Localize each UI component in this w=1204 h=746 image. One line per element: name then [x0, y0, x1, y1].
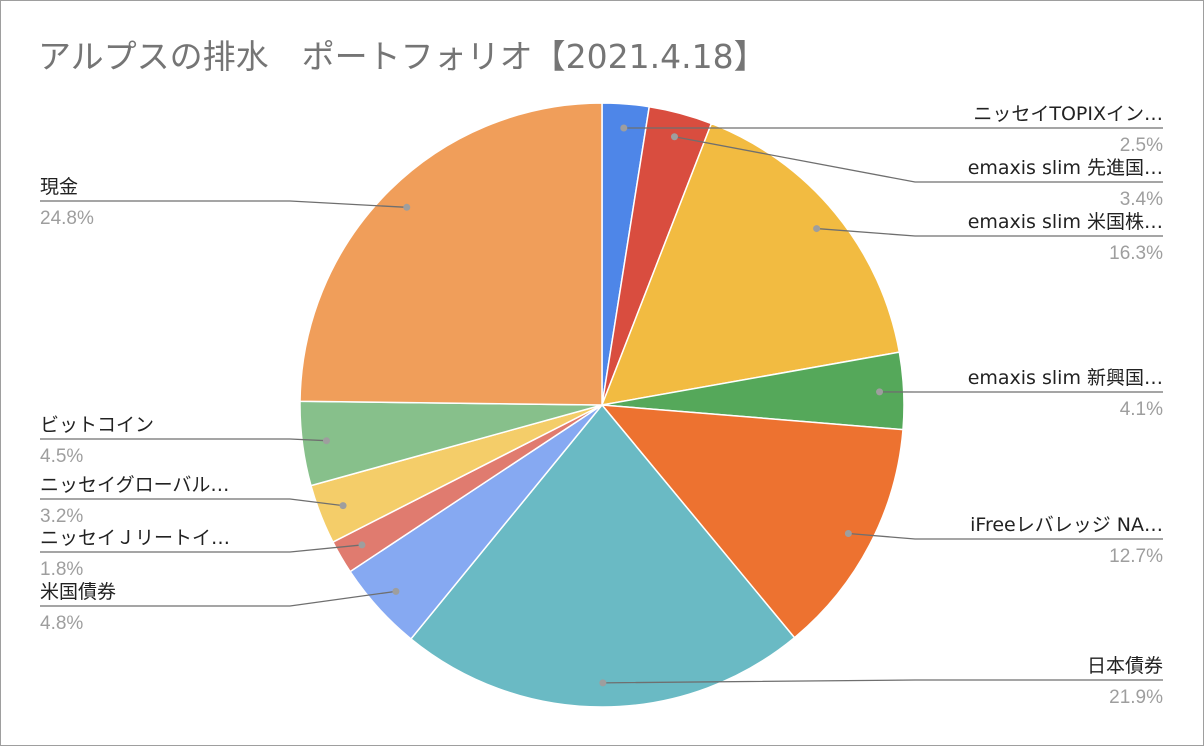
slice-label: ニッセイグローバル… — [40, 474, 229, 496]
leader-dot — [339, 502, 347, 510]
slice-label: ニッセイTOPIXイン… — [973, 103, 1163, 125]
pie-slice[interactable] — [600, 122, 901, 406]
leader-line — [40, 498, 344, 507]
slice-percent-label: 16.3% — [1109, 243, 1163, 264]
leader-dot — [322, 437, 330, 445]
slice-label: emaxis slim 米国株… — [968, 211, 1163, 233]
leader-lines — [40, 124, 1163, 687]
slice-percent-label: 12.7% — [1109, 546, 1163, 567]
slice-percent-label: 2.5% — [1120, 135, 1163, 156]
leader-line — [602, 679, 1163, 684]
slice-label: 日本債券 — [1087, 655, 1163, 677]
slice-percent-label: 24.8% — [40, 208, 94, 229]
slice-label: ビットコイン — [40, 414, 154, 436]
pie-slices — [299, 102, 905, 708]
leader-line — [674, 136, 1163, 183]
leader-line — [848, 532, 1163, 540]
leader-dot — [392, 587, 400, 595]
slice-percent-label: 3.2% — [40, 506, 83, 527]
slice-label: emaxis slim 先進国… — [968, 157, 1163, 179]
leader-dot — [599, 679, 607, 687]
leader-dot — [620, 124, 628, 132]
slice-percent-label: 21.9% — [1109, 687, 1163, 708]
slice-percent-label: 4.5% — [40, 446, 83, 467]
leader-dot — [358, 541, 366, 549]
slice-label: 米国債券 — [40, 581, 116, 603]
leader-line — [40, 200, 407, 208]
leader-dot — [813, 225, 821, 233]
leader-dot — [844, 529, 852, 537]
slice-percent-label: 3.4% — [1120, 189, 1163, 210]
chart-title: アルプスの排水 ポートフォリオ【2021.4.18】 — [38, 37, 767, 76]
slice-label: emaxis slim 新興国… — [968, 367, 1163, 389]
slice-label: iFreeレバレッジ NA… — [970, 514, 1163, 536]
slice-label: ニッセイＪリートイ… — [40, 527, 230, 549]
pie-slice[interactable] — [600, 404, 904, 639]
pie-slice[interactable] — [409, 403, 796, 708]
leader-line — [40, 590, 397, 607]
leader-line — [816, 227, 1163, 237]
slice-label: 現金 — [40, 176, 78, 198]
slice-percent-label: 4.1% — [1120, 399, 1163, 420]
leader-line — [40, 544, 363, 553]
slice-percent-label: 4.8% — [40, 613, 83, 634]
leader-dot — [403, 203, 411, 211]
leader-dot — [876, 388, 884, 396]
slice-labels: ニッセイTOPIXイン…2.5%emaxis slim 先進国…3.4%emax… — [40, 103, 1163, 708]
leader-line — [40, 438, 327, 442]
pie-slice[interactable] — [299, 102, 603, 406]
slice-percent-label: 1.8% — [40, 559, 83, 580]
leader-dot — [670, 133, 678, 141]
